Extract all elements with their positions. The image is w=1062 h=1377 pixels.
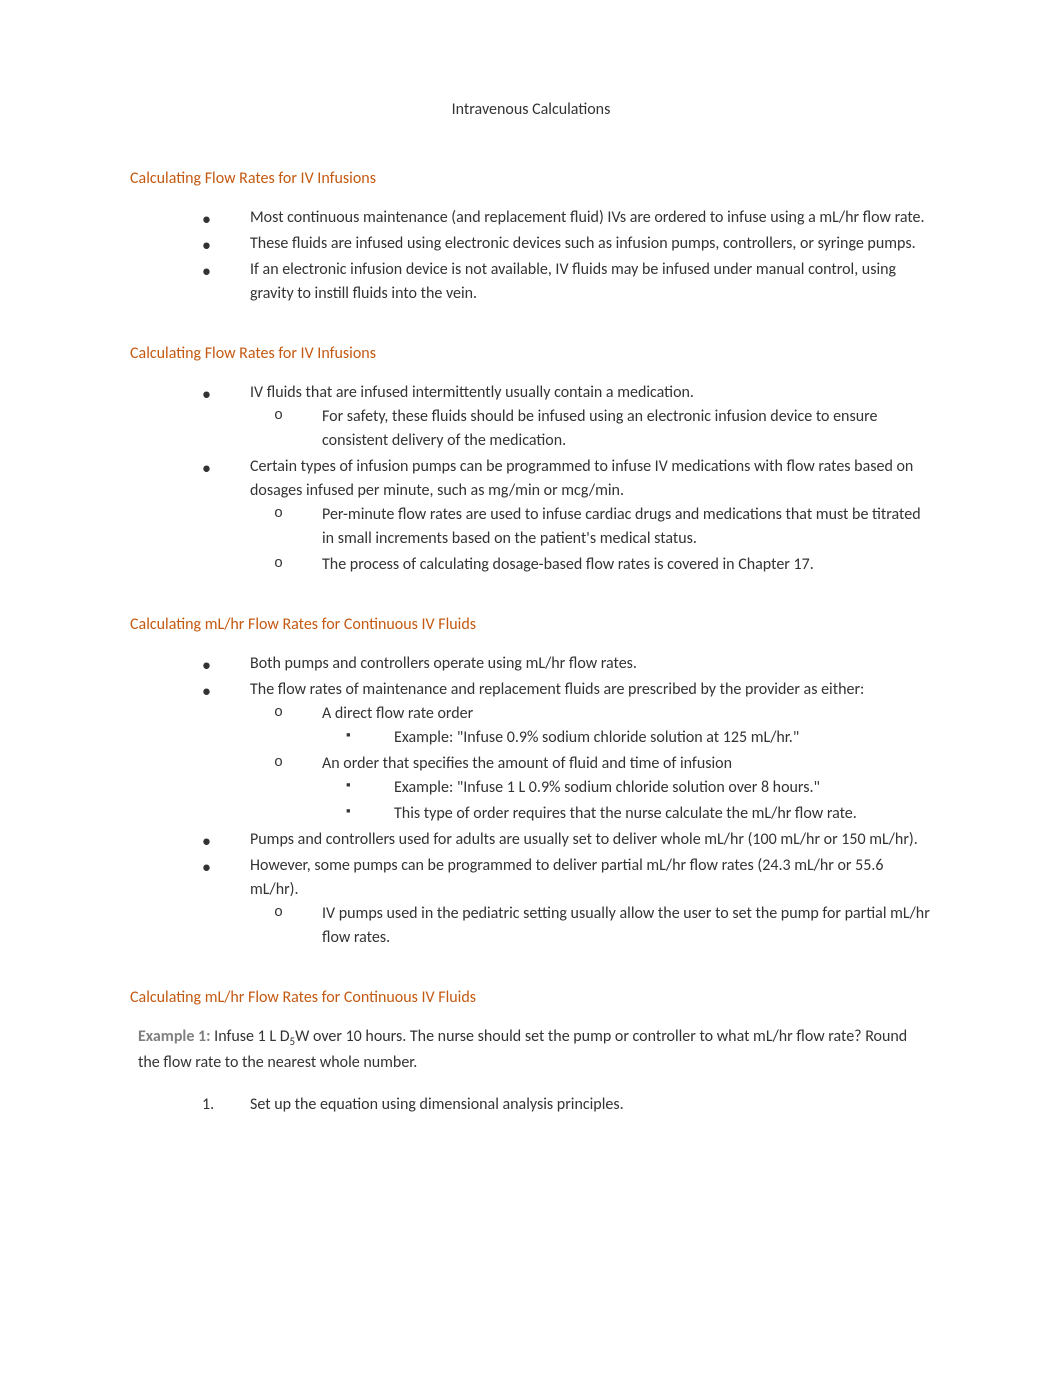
list-item: IV fluids that are infused intermittentl… [178,381,932,453]
list-item: Certain types of infusion pumps can be p… [178,455,932,577]
section-heading: Calculating Flow Rates for IV Infusions [130,169,932,188]
sub-list: Per-minute flow rates are used to infuse… [250,503,932,577]
sub-list: A direct flow rate order Example: "Infus… [250,702,932,826]
sub-list-item: IV pumps used in the pediatric setting u… [250,902,932,950]
list-number: 1. [202,1093,214,1117]
document-title: Intravenous Calculations [130,100,932,119]
numbered-list: 1. Set up the equation using dimensional… [178,1093,932,1117]
sub-list-item-text: An order that specifies the amount of fl… [322,754,732,773]
sub-list-item: Per-minute flow rates are used to infuse… [250,503,932,551]
example-text-pre: Infuse 1 L D [214,1027,289,1046]
example-label: Example 1: [138,1027,214,1046]
list-item-text: However, some pumps can be programmed to… [250,856,884,899]
list-item-text: IV fluids that are infused intermittentl… [250,383,694,402]
sub-sub-list-item: Example: "Infuse 1 L 0.9% sodium chlorid… [322,776,932,800]
section-heading: Calculating Flow Rates for IV Infusions [130,344,932,363]
section-heading: Calculating mL/hr Flow Rates for Continu… [130,615,932,634]
sub-list: For safety, these fluids should be infus… [250,405,932,453]
numbered-list-item: 1. Set up the equation using dimensional… [178,1093,932,1117]
sub-sub-list-item: Example: "Infuse 0.9% sodium chloride so… [322,726,932,750]
sub-sub-list: Example: "Infuse 0.9% sodium chloride so… [322,726,932,750]
section-heading: Calculating mL/hr Flow Rates for Continu… [130,988,932,1007]
bullet-list: Both pumps and controllers operate using… [178,652,932,950]
sub-list-item-text: A direct flow rate order [322,704,473,723]
example-paragraph: Example 1: Infuse 1 L D5W over 10 hours.… [138,1025,924,1075]
sub-sub-list-item: This type of order requires that the nur… [322,802,932,826]
sub-list-item: The process of calculating dosage-based … [250,553,932,577]
list-item: Both pumps and controllers operate using… [178,652,932,676]
sub-list-item: For safety, these fluids should be infus… [250,405,932,453]
bullet-list: IV fluids that are infused intermittentl… [178,381,932,577]
sub-list-item: A direct flow rate order Example: "Infus… [250,702,932,750]
list-item: However, some pumps can be programmed to… [178,854,932,950]
document-page: Intravenous Calculations Calculating Flo… [0,0,1062,1199]
list-item: If an electronic infusion device is not … [178,258,932,306]
list-item: Pumps and controllers used for adults ar… [178,828,932,852]
list-item: These fluids are infused using electroni… [178,232,932,256]
numbered-item-text: Set up the equation using dimensional an… [250,1095,624,1114]
bullet-list: Most continuous maintenance (and replace… [178,206,932,306]
list-item-text: Certain types of infusion pumps can be p… [250,457,913,500]
list-item-text: The flow rates of maintenance and replac… [250,680,864,699]
sub-sub-list: Example: "Infuse 1 L 0.9% sodium chlorid… [322,776,932,826]
list-item: Most continuous maintenance (and replace… [178,206,932,230]
list-item: The flow rates of maintenance and replac… [178,678,932,826]
sub-list: IV pumps used in the pediatric setting u… [250,902,932,950]
sub-list-item: An order that specifies the amount of fl… [250,752,932,826]
